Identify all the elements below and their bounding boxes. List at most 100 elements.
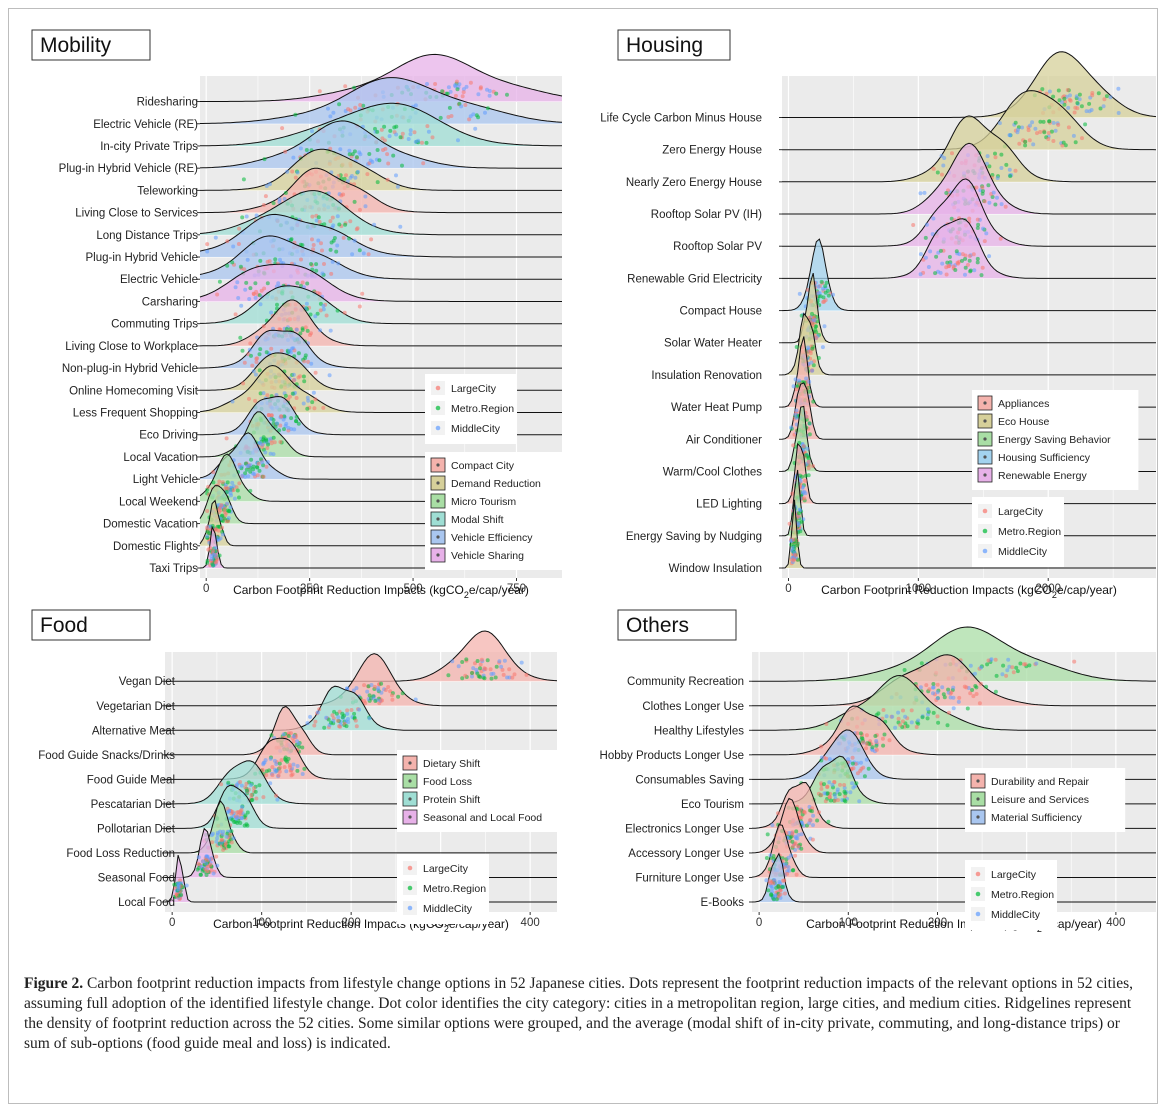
city-dot xyxy=(920,715,925,720)
ridge-line xyxy=(751,797,1156,854)
city-dot xyxy=(817,810,821,815)
city-dot xyxy=(252,786,256,791)
city-dot xyxy=(925,716,930,721)
city-dot xyxy=(851,766,856,771)
ridge-fill xyxy=(752,627,1156,682)
x-tick-label: 100 xyxy=(252,917,271,929)
city-legend-dot xyxy=(982,508,988,514)
city-dot xyxy=(316,215,321,220)
y-tick-label: Taxi Trips xyxy=(149,563,198,575)
city-dot xyxy=(764,856,769,860)
city-dot xyxy=(211,470,216,475)
city-dot xyxy=(174,892,179,897)
group-legend-label: Durability and Repair xyxy=(991,776,1090,788)
city-dot xyxy=(276,773,281,778)
city-dot xyxy=(264,464,269,469)
city-dot xyxy=(980,265,985,270)
group-legend-box xyxy=(972,390,1139,490)
city-dot xyxy=(433,82,438,86)
city-dot xyxy=(476,115,481,120)
city-dot xyxy=(282,427,286,432)
city-dot xyxy=(387,134,392,139)
city-dot xyxy=(337,222,342,227)
city-dot xyxy=(793,853,798,858)
city-dot xyxy=(999,152,1004,157)
city-dot xyxy=(975,217,980,222)
figure-svg: Mobility Ridesharing Electric Vehicle (RE)… xyxy=(31,29,1157,934)
city-dot xyxy=(255,465,259,469)
city-dot xyxy=(1087,101,1092,106)
city-dot xyxy=(810,346,815,351)
ridge-line xyxy=(199,213,562,258)
city-dot xyxy=(826,819,831,824)
city-dot xyxy=(265,446,270,450)
city-dot xyxy=(352,85,357,90)
city-dot xyxy=(360,291,365,296)
city-dot xyxy=(804,414,809,419)
city-dot xyxy=(396,694,401,699)
city-dot xyxy=(318,328,323,333)
city-dot xyxy=(1015,669,1020,674)
city-dot xyxy=(973,671,977,676)
city-dot xyxy=(940,685,945,690)
x-tick-label: 200 xyxy=(928,917,947,929)
city-dot xyxy=(262,157,267,162)
city-dot xyxy=(394,124,399,129)
city-dot xyxy=(951,685,956,690)
city-dot xyxy=(326,106,330,111)
city-legend-dot xyxy=(982,548,988,554)
city-dot xyxy=(1005,668,1010,673)
city-dot xyxy=(345,711,350,716)
y-tick-label: Teleworking xyxy=(137,185,198,197)
city-dot xyxy=(305,721,310,726)
city-dot xyxy=(321,307,326,312)
city-dot xyxy=(497,659,502,664)
city-dot xyxy=(272,440,277,445)
x-tick-label: 400 xyxy=(1106,917,1125,929)
city-dot xyxy=(1075,101,1080,105)
city-dot xyxy=(296,351,301,356)
city-dot xyxy=(1016,127,1020,132)
city-dot xyxy=(238,335,243,340)
city-dot xyxy=(320,248,324,253)
city-dot xyxy=(824,280,829,285)
city-dot xyxy=(279,414,284,419)
city-dot xyxy=(184,883,189,888)
city-dot xyxy=(1077,92,1082,97)
city-dot xyxy=(416,138,421,143)
city-dot xyxy=(269,346,274,351)
city-dot xyxy=(350,152,355,157)
city-dot xyxy=(944,272,949,277)
city-dot xyxy=(285,169,290,174)
city-dot xyxy=(1049,129,1054,134)
city-dot xyxy=(382,124,387,129)
city-dot xyxy=(217,506,222,511)
city-dot xyxy=(944,191,949,195)
x-axis-label: Carbon Footprint Reduction Impacts (kgCO… xyxy=(806,917,1102,934)
city-dot xyxy=(455,87,460,92)
ridge-line xyxy=(199,299,562,347)
city-dot xyxy=(922,190,927,195)
city-dot xyxy=(227,844,232,849)
city-dot xyxy=(296,375,301,380)
city-dot xyxy=(782,878,787,883)
city-dot xyxy=(890,714,895,719)
city-dot xyxy=(352,149,357,154)
city-dot xyxy=(987,200,992,205)
city-dot xyxy=(500,667,505,672)
x-tick-label: 100 xyxy=(839,917,858,929)
y-tick-label: In-city Private Trips xyxy=(100,141,198,153)
city-dot xyxy=(343,222,348,227)
ridge-fill xyxy=(200,454,562,502)
city-dot xyxy=(261,761,266,765)
city-dot xyxy=(406,137,411,141)
city-dot xyxy=(379,127,384,132)
city-dot xyxy=(260,442,264,447)
city-dot xyxy=(269,413,274,418)
city-dot xyxy=(209,554,214,558)
city-dot xyxy=(352,238,357,243)
city-dot xyxy=(1004,673,1009,678)
city-dot xyxy=(918,191,923,196)
city-dot xyxy=(940,172,944,177)
city-dot xyxy=(223,513,228,518)
